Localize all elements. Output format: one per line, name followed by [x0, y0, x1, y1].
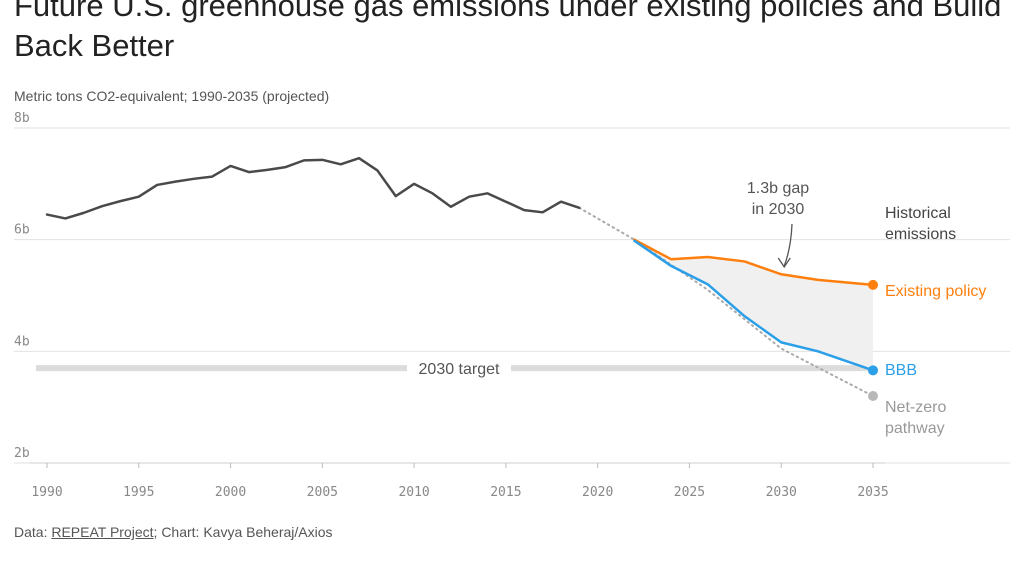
net-zero-endpoint [868, 391, 878, 401]
label-historical-emissions: Historical emissions [885, 205, 956, 243]
x-tick-label: 2035 [857, 485, 888, 500]
gap-annotation: 1.3b gap in 2030 [747, 180, 809, 218]
existing-policy-line [633, 238, 875, 287]
x-tick-label: 1995 [123, 485, 154, 500]
chart-footer: Data: REPEAT Project; Chart: Kavya Beher… [14, 524, 333, 540]
source-link[interactable]: REPEAT Project [51, 524, 154, 540]
y-tick-label: 4b [14, 334, 30, 349]
x-tick-label: 2005 [307, 485, 338, 500]
x-tick-label: 2000 [215, 485, 246, 500]
label-net-zero-pathway: Net-zero pathway [885, 399, 946, 437]
x-tick-label: 2025 [674, 485, 705, 500]
existing-policy-endpoint [868, 279, 878, 290]
series-lines [45, 156, 878, 401]
chart-title: Future U.S. greenhouse gas emissions und… [14, 0, 1002, 63]
label-bbb: BBB [885, 362, 917, 379]
chart-subtitle: Metric tons CO2-equivalent; 1990-2035 (p… [14, 88, 330, 104]
x-tick-label: 2030 [766, 485, 797, 500]
x-tick-label: 2010 [398, 485, 429, 500]
label-existing-policy: Existing policy [885, 283, 986, 300]
y-tick-label: 6b [14, 223, 30, 238]
gridlines [14, 127, 1010, 468]
x-tick-label: 1990 [31, 485, 62, 500]
footer-data-prefix: Data: [14, 524, 52, 540]
x-tick-label: 2015 [490, 485, 521, 500]
bbb-line [633, 239, 875, 372]
y-tick-label: 8b [14, 111, 30, 126]
chart-labels: 2b 4b 6b 8b 1990 1995 2000 2005 2010 2015 2020 2025… [14, 111, 986, 500]
footer-credit: ; Chart: Kavya Beheraj/Axios [153, 524, 333, 540]
annotation-arrow [783, 223, 793, 267]
annotation-arrowhead [777, 257, 791, 269]
target-band-label: 2030 target [419, 361, 501, 378]
bbb-endpoint [868, 365, 878, 376]
gap-area-layer [634, 239, 873, 371]
historical-emissions-line [45, 156, 581, 220]
x-tick-label: 2020 [582, 485, 613, 500]
gap-area [634, 239, 873, 371]
y-tick-label: 2b [14, 446, 30, 461]
net-zero-line [578, 206, 874, 397]
target-label-bg [407, 357, 511, 380]
